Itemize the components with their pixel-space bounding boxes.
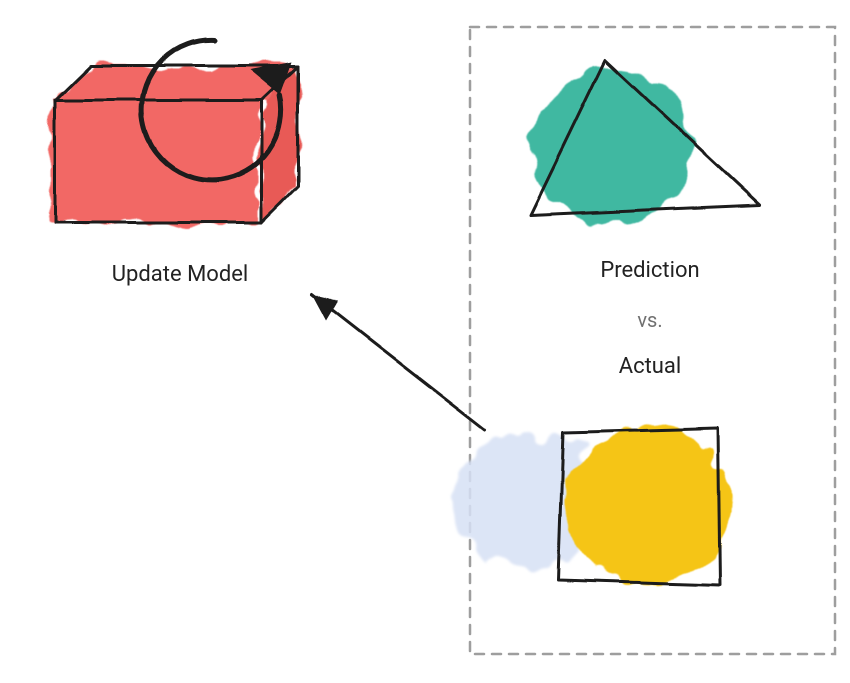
diagram-canvas: [0, 0, 850, 683]
vs-label: vs.: [540, 308, 760, 332]
cube-shape: [50, 66, 298, 223]
flow-arrow: [312, 295, 485, 430]
prediction-label: Prediction: [540, 258, 760, 283]
actual-label: Actual: [540, 354, 760, 379]
prediction-triangle: [530, 60, 760, 226]
update-model-label: Update Model: [70, 262, 290, 287]
actual-square: [452, 425, 730, 585]
